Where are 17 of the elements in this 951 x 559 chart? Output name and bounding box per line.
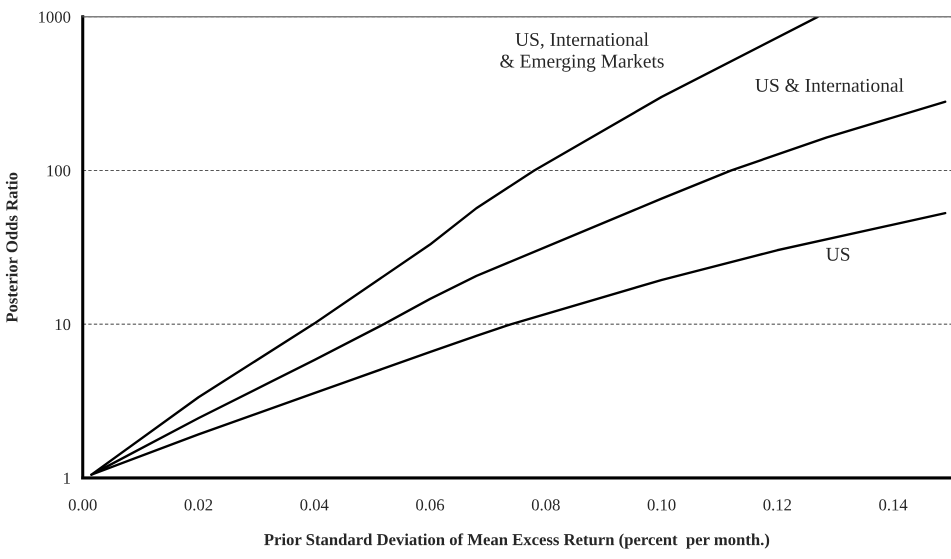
series-label: US, International & Emerging Markets	[500, 32, 664, 72]
y-tick-label: 1000	[39, 11, 70, 23]
series-label: US & International	[755, 78, 904, 92]
series-label: US	[826, 248, 850, 261]
x-tick-label: 0.08	[532, 499, 560, 511]
x-tick-label: 0.02	[184, 499, 212, 511]
x-axis-title: Prior Standard Deviation of Mean Excess Return (percent per month.)	[264, 533, 770, 549]
y-tick-label: 100	[47, 165, 70, 176]
y-tick-label: 1	[64, 472, 70, 484]
y-axis-title: Posterior Odds Ratio	[6, 172, 18, 322]
x-tick-label: 0.10	[648, 499, 676, 511]
x-tick-label: 0.12	[763, 499, 792, 511]
x-tick-label: 0.14	[879, 499, 908, 511]
x-tick-label: 0.04	[300, 499, 329, 511]
x-tick-label: 0.06	[416, 499, 444, 511]
y-tick-label: 10	[56, 318, 70, 330]
x-tick-label: 0.00	[68, 499, 97, 511]
